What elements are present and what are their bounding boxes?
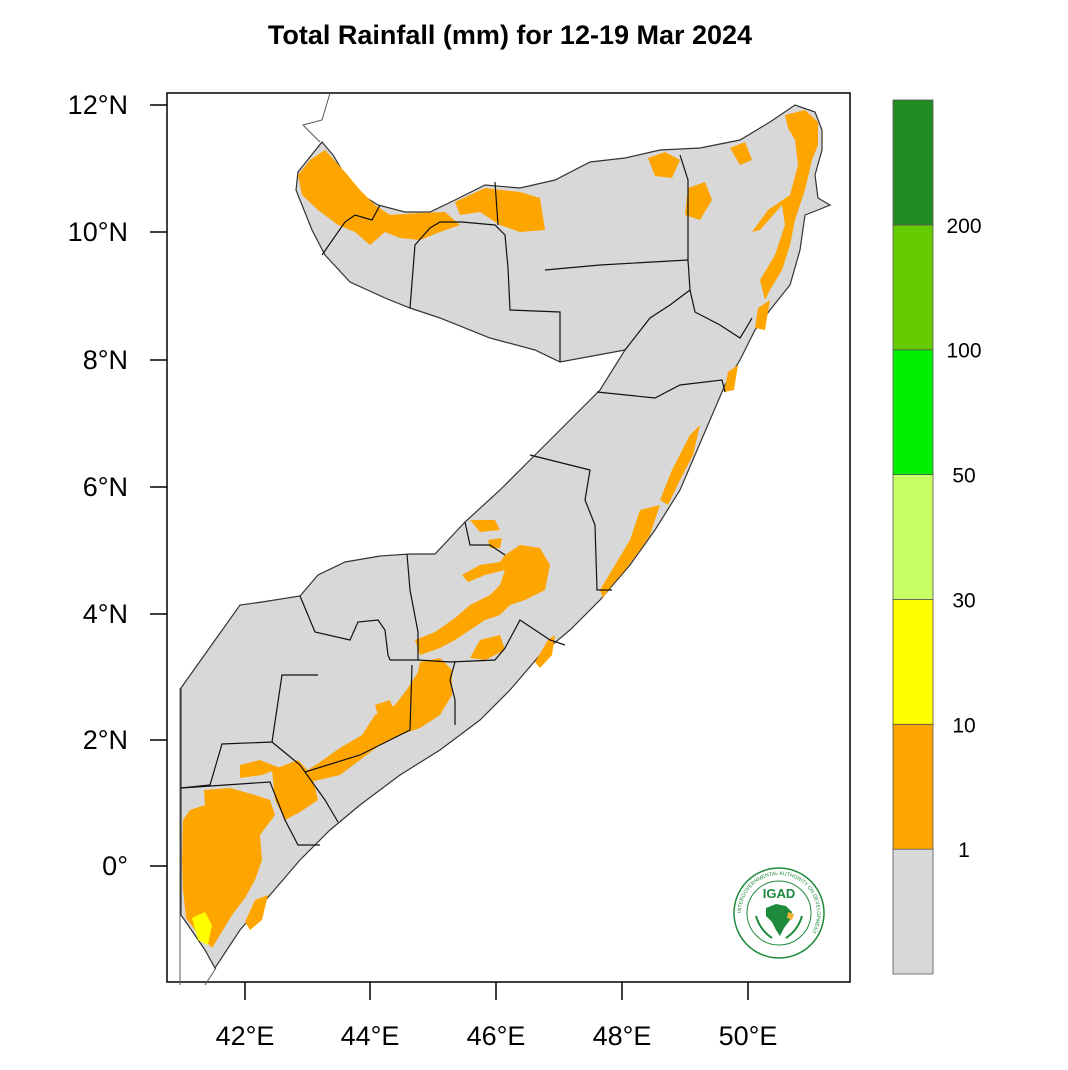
africa-icon [766, 904, 792, 936]
lon-tick-label: 46°E [467, 1021, 526, 1051]
lon-tick-48: 48°E [593, 982, 652, 1051]
colorbar-bin [892, 349, 934, 476]
lon-tick-46: 46°E [467, 982, 526, 1051]
lat-axis: 12°N 10°N 8°N 6°N 4°N 2°N 0° [68, 90, 167, 881]
lon-tick-label: 44°E [341, 1021, 400, 1051]
lat-tick-label: 2°N [83, 725, 128, 755]
colorbar-label: 200 [946, 215, 981, 238]
lat-tick-label: 6°N [83, 472, 128, 502]
lat-tick-12: 12°N [68, 90, 167, 120]
colorbar-label: 100 [946, 340, 981, 363]
igad-logo: INTERGOVERNMENTAL AUTHORITY ON DEVELOPME… [733, 867, 825, 959]
colorbar-label: 30 [952, 589, 975, 612]
colorbar-label: 50 [952, 465, 975, 488]
lat-tick-label: 0° [102, 851, 128, 881]
colorbar-label: 1 [958, 839, 970, 862]
lat-tick-label: 4°N [83, 599, 128, 629]
colorbar: 1 10 30 50 100 200 [892, 99, 982, 975]
region-borders [180, 154, 753, 846]
lat-tick-label: 8°N [83, 345, 128, 375]
rain-patches-1-10 [182, 110, 818, 948]
lat-tick-2: 2°N [83, 725, 167, 755]
colorbar-bin [892, 848, 934, 975]
lat-tick-8: 8°N [83, 345, 167, 375]
colorbar-bin [892, 474, 934, 600]
lat-tick-label: 12°N [68, 90, 128, 120]
lat-tick-0: 0° [102, 851, 167, 881]
lon-axis: 42°E 44°E 46°E 48°E 50°E [216, 982, 778, 1051]
rain-patch-10-30 [192, 912, 212, 945]
lat-tick-4: 4°N [83, 599, 167, 629]
lon-tick-label: 42°E [216, 1021, 275, 1051]
colorbar-bin [892, 99, 934, 226]
lat-tick-6: 6°N [83, 472, 167, 502]
colorbar-label: 10 [952, 714, 975, 737]
neighbor-borders [179, 92, 331, 986]
lon-tick-44: 44°E [341, 982, 400, 1051]
lon-tick-50: 50°E [719, 982, 778, 1051]
lat-tick-10: 10°N [68, 217, 167, 247]
colorbar-bin [892, 224, 934, 351]
map-title: Total Rainfall (mm) for 12-19 Mar 2024 [267, 20, 753, 50]
logo-text: IGAD [763, 886, 796, 901]
lon-tick-42: 42°E [216, 982, 275, 1051]
lon-tick-label: 48°E [593, 1021, 652, 1051]
lon-tick-label: 50°E [719, 1021, 778, 1051]
colorbar-bin [892, 599, 934, 725]
colorbar-bin [892, 723, 934, 850]
lat-tick-label: 10°N [68, 217, 128, 247]
